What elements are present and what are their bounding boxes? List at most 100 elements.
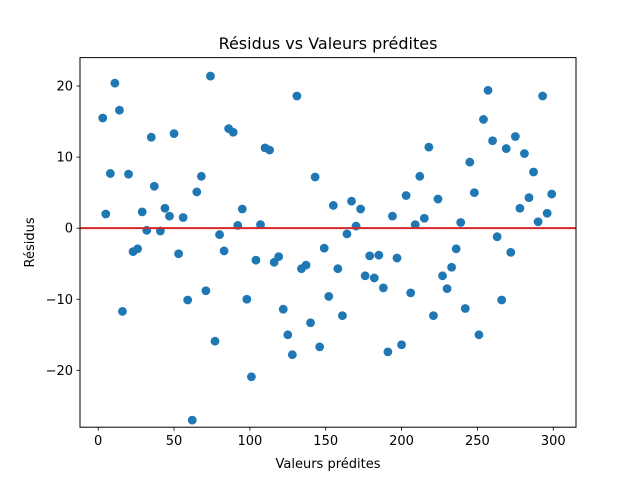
data-point [137, 207, 147, 217]
x-tick-label: 100 [237, 434, 262, 449]
data-point [397, 340, 406, 350]
data-point [146, 132, 156, 142]
data-point [497, 295, 507, 305]
plot-frame [79, 57, 577, 428]
x-tick-label: 50 [166, 434, 183, 449]
data-point [392, 253, 402, 263]
data-point [438, 271, 447, 281]
data-point [105, 169, 115, 178]
data-point [501, 144, 511, 153]
data-point [149, 181, 159, 191]
data-point [183, 295, 193, 305]
data-point [338, 311, 347, 321]
data-point [456, 218, 466, 227]
data-point [169, 129, 179, 139]
data-point [460, 304, 470, 313]
data-point [347, 196, 356, 206]
data-point [210, 336, 220, 346]
data-point [415, 171, 425, 181]
data-point [206, 71, 215, 81]
data-point [315, 342, 325, 352]
data-point [251, 255, 261, 265]
data-point [165, 211, 174, 221]
data-point [178, 213, 188, 222]
data-point [287, 350, 297, 360]
data-point [118, 306, 127, 316]
data-point [115, 105, 124, 115]
data-point [133, 244, 143, 254]
data-point [356, 204, 366, 214]
y-axis-label: Résidus [23, 217, 38, 267]
data-point [124, 169, 133, 179]
data-point [388, 211, 397, 221]
data-point [98, 113, 108, 123]
data-point [447, 262, 457, 272]
data-point [292, 91, 302, 101]
data-point [110, 78, 120, 88]
data-point [533, 217, 543, 227]
data-point [228, 127, 238, 137]
data-point [469, 188, 479, 198]
data-point [529, 167, 538, 177]
data-point [374, 250, 384, 260]
data-point [192, 187, 202, 197]
points-layer [98, 71, 557, 425]
data-point [215, 230, 224, 239]
data-point [360, 271, 370, 281]
data-point [242, 294, 252, 304]
data-point [365, 251, 375, 261]
data-point [306, 318, 315, 328]
data-point [510, 132, 520, 141]
data-point [328, 201, 338, 210]
data-point [274, 252, 284, 262]
chart-title: Résidus vs Valeurs prédites [219, 34, 438, 53]
data-point [265, 145, 274, 155]
data-point [542, 208, 552, 218]
data-point [247, 372, 256, 382]
data-point [479, 115, 488, 124]
data-point [538, 91, 548, 101]
data-point [429, 311, 438, 321]
x-axis-ticks: 0 50 100 150 200 250 300 [94, 427, 566, 449]
x-axis-label: Valeurs prédites [276, 457, 381, 472]
data-point [492, 232, 502, 242]
data-point [301, 260, 311, 270]
data-point [433, 194, 443, 204]
y-tick-label: −20 [46, 364, 73, 379]
data-point [410, 220, 420, 230]
x-tick-label: 250 [465, 434, 490, 449]
data-point [515, 203, 525, 213]
data-point [465, 157, 475, 167]
data-point [160, 203, 170, 213]
data-point [520, 149, 529, 158]
data-point [201, 286, 211, 296]
data-point [474, 330, 484, 340]
x-tick-label: 0 [94, 434, 102, 449]
data-point [451, 244, 461, 254]
data-point [237, 204, 247, 214]
data-point [488, 136, 497, 146]
data-point [524, 193, 534, 203]
data-point [419, 213, 429, 223]
data-point [342, 229, 352, 239]
y-tick-label: −10 [46, 293, 73, 308]
data-point [506, 247, 516, 257]
data-point [196, 171, 206, 181]
data-point [383, 347, 393, 357]
data-point [324, 292, 334, 301]
data-point [406, 288, 416, 298]
data-point [547, 189, 557, 199]
data-point [219, 246, 229, 256]
data-point [424, 142, 434, 152]
data-point [283, 330, 293, 340]
data-point [333, 264, 343, 274]
x-tick-label: 300 [541, 434, 566, 449]
data-point [278, 304, 288, 314]
data-point [256, 220, 265, 230]
x-tick-label: 150 [313, 434, 338, 449]
x-tick-label: 200 [389, 434, 414, 449]
data-point [187, 415, 197, 425]
y-tick-label: 0 [65, 222, 73, 237]
